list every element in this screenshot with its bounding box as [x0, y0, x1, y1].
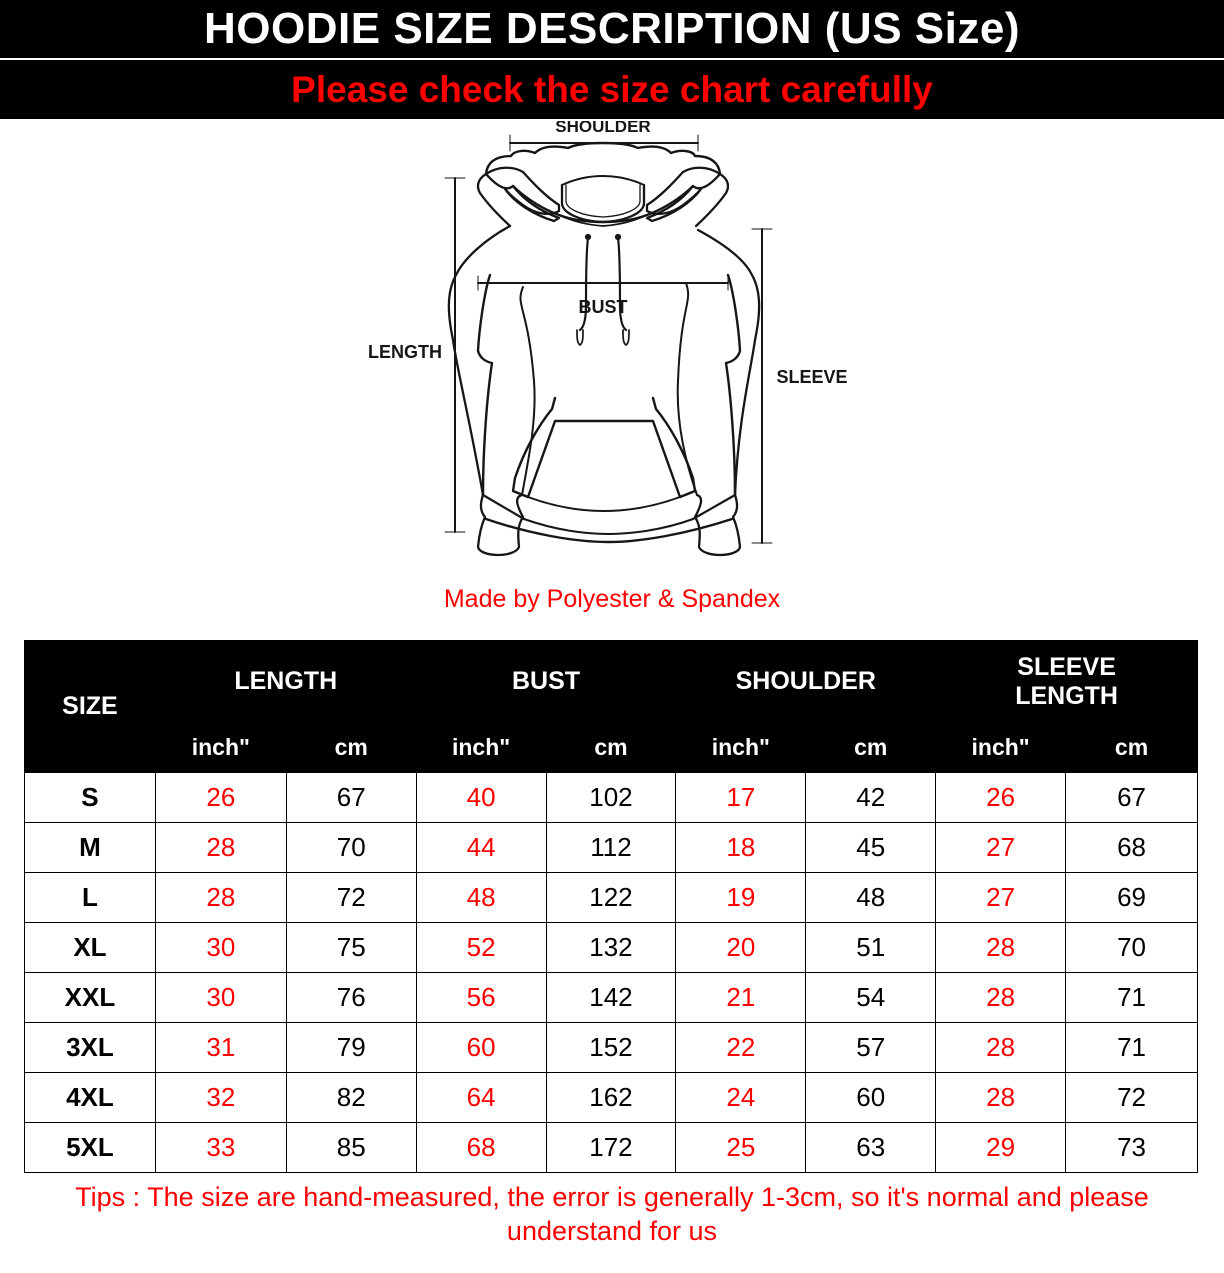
svg-text:SLEEVE: SLEEVE — [776, 367, 847, 387]
svg-text:SHOULDER: SHOULDER — [555, 121, 650, 136]
svg-text:BUST: BUST — [579, 297, 628, 317]
svg-text:LENGTH: LENGTH — [368, 342, 442, 362]
